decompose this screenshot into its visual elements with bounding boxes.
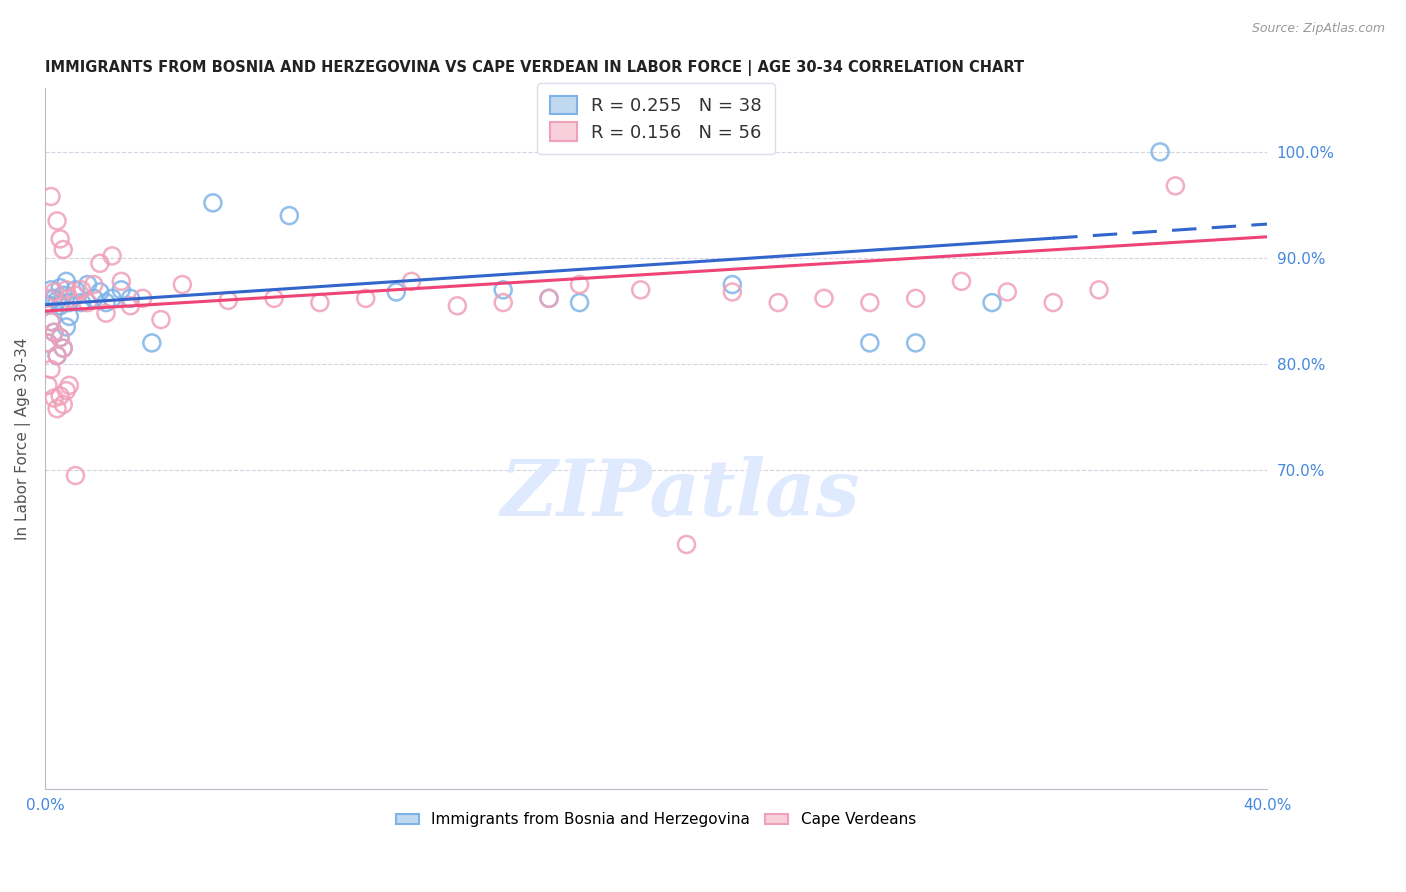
Point xyxy=(37,335,59,350)
Point xyxy=(172,277,194,292)
Point xyxy=(55,320,77,334)
Point xyxy=(89,285,111,299)
Point xyxy=(813,291,835,305)
Point xyxy=(94,295,117,310)
Point xyxy=(278,209,301,223)
Point xyxy=(1164,178,1187,193)
Point xyxy=(995,285,1018,299)
Point xyxy=(46,293,69,308)
Point xyxy=(110,274,132,288)
Point xyxy=(630,283,652,297)
Point xyxy=(42,291,65,305)
Point xyxy=(42,285,65,299)
Point xyxy=(39,283,62,297)
Point xyxy=(859,295,882,310)
Point xyxy=(65,288,87,302)
Point xyxy=(568,295,591,310)
Point xyxy=(309,295,332,310)
Point xyxy=(42,391,65,405)
Point xyxy=(52,341,75,355)
Point xyxy=(46,349,69,363)
Point xyxy=(39,189,62,203)
Point xyxy=(766,295,789,310)
Point xyxy=(150,312,173,326)
Point xyxy=(131,291,153,305)
Point xyxy=(537,291,560,305)
Point xyxy=(217,293,239,308)
Point xyxy=(721,277,744,292)
Point xyxy=(39,315,62,329)
Point xyxy=(675,537,697,551)
Point xyxy=(55,384,77,398)
Text: Source: ZipAtlas.com: Source: ZipAtlas.com xyxy=(1251,22,1385,36)
Legend: Immigrants from Bosnia and Herzegovina, Cape Verdeans: Immigrants from Bosnia and Herzegovina, … xyxy=(389,806,922,833)
Point xyxy=(65,468,87,483)
Point xyxy=(101,291,124,305)
Point xyxy=(904,335,927,350)
Point xyxy=(492,295,515,310)
Point xyxy=(37,378,59,392)
Text: ZIPatlas: ZIPatlas xyxy=(501,456,860,533)
Point xyxy=(492,283,515,297)
Point xyxy=(568,277,591,292)
Point xyxy=(37,298,59,312)
Point xyxy=(401,274,423,288)
Point xyxy=(1042,295,1064,310)
Point xyxy=(58,291,80,305)
Point xyxy=(49,281,72,295)
Point xyxy=(55,274,77,288)
Point xyxy=(201,195,224,210)
Point xyxy=(83,277,105,292)
Point xyxy=(37,291,59,305)
Point xyxy=(58,310,80,324)
Point xyxy=(537,291,560,305)
Point xyxy=(49,299,72,313)
Point xyxy=(46,214,69,228)
Point xyxy=(70,283,93,297)
Point xyxy=(141,335,163,350)
Point xyxy=(721,285,744,299)
Point xyxy=(39,362,62,376)
Point xyxy=(1149,145,1171,159)
Point xyxy=(89,256,111,270)
Point xyxy=(58,378,80,392)
Point xyxy=(65,283,87,297)
Point xyxy=(904,291,927,305)
Point xyxy=(859,335,882,350)
Point xyxy=(76,277,98,292)
Point xyxy=(49,389,72,403)
Point xyxy=(70,295,93,310)
Point xyxy=(52,288,75,302)
Point xyxy=(39,315,62,329)
Point xyxy=(37,335,59,350)
Point xyxy=(46,401,69,416)
Point xyxy=(76,295,98,310)
Text: IMMIGRANTS FROM BOSNIA AND HERZEGOVINA VS CAPE VERDEAN IN LABOR FORCE | AGE 30-3: IMMIGRANTS FROM BOSNIA AND HERZEGOVINA V… xyxy=(45,60,1024,76)
Point xyxy=(83,291,105,305)
Point xyxy=(52,341,75,355)
Point xyxy=(446,299,468,313)
Point xyxy=(981,295,1004,310)
Point xyxy=(110,283,132,297)
Point xyxy=(101,249,124,263)
Point xyxy=(94,306,117,320)
Point xyxy=(1088,283,1111,297)
Point xyxy=(58,295,80,310)
Point xyxy=(263,291,285,305)
Point xyxy=(49,330,72,344)
Point xyxy=(385,285,408,299)
Point xyxy=(120,291,142,305)
Point xyxy=(55,283,77,297)
Point xyxy=(52,397,75,411)
Point xyxy=(354,291,377,305)
Point xyxy=(52,243,75,257)
Point xyxy=(42,326,65,340)
Point xyxy=(49,330,72,344)
Point xyxy=(950,274,973,288)
Point xyxy=(120,299,142,313)
Point xyxy=(49,232,72,246)
Point xyxy=(42,326,65,340)
Y-axis label: In Labor Force | Age 30-34: In Labor Force | Age 30-34 xyxy=(15,337,31,540)
Point xyxy=(46,349,69,363)
